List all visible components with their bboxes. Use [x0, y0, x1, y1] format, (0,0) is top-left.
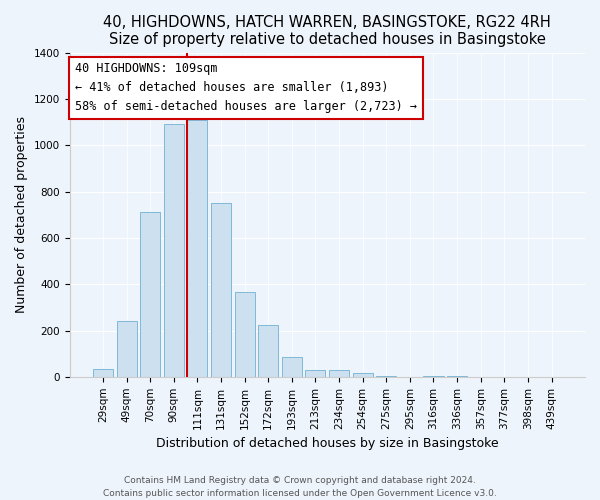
Bar — [187, 120, 208, 377]
Text: 40 HIGHDOWNS: 109sqm
← 41% of detached houses are smaller (1,893)
58% of semi-de: 40 HIGHDOWNS: 109sqm ← 41% of detached h… — [74, 62, 416, 114]
Bar — [211, 203, 231, 377]
Bar — [140, 212, 160, 377]
Bar — [305, 370, 325, 377]
Bar — [424, 376, 443, 377]
X-axis label: Distribution of detached houses by size in Basingstoke: Distribution of detached houses by size … — [156, 437, 499, 450]
Bar — [258, 324, 278, 377]
Bar — [235, 292, 254, 377]
Bar — [93, 368, 113, 377]
Bar — [376, 376, 397, 377]
Bar — [329, 370, 349, 377]
Bar — [164, 124, 184, 377]
Y-axis label: Number of detached properties: Number of detached properties — [15, 116, 28, 314]
Bar — [353, 374, 373, 377]
Bar — [116, 322, 137, 377]
Text: Contains HM Land Registry data © Crown copyright and database right 2024.
Contai: Contains HM Land Registry data © Crown c… — [103, 476, 497, 498]
Bar — [282, 357, 302, 377]
Title: 40, HIGHDOWNS, HATCH WARREN, BASINGSTOKE, RG22 4RH
Size of property relative to : 40, HIGHDOWNS, HATCH WARREN, BASINGSTOKE… — [103, 15, 551, 48]
